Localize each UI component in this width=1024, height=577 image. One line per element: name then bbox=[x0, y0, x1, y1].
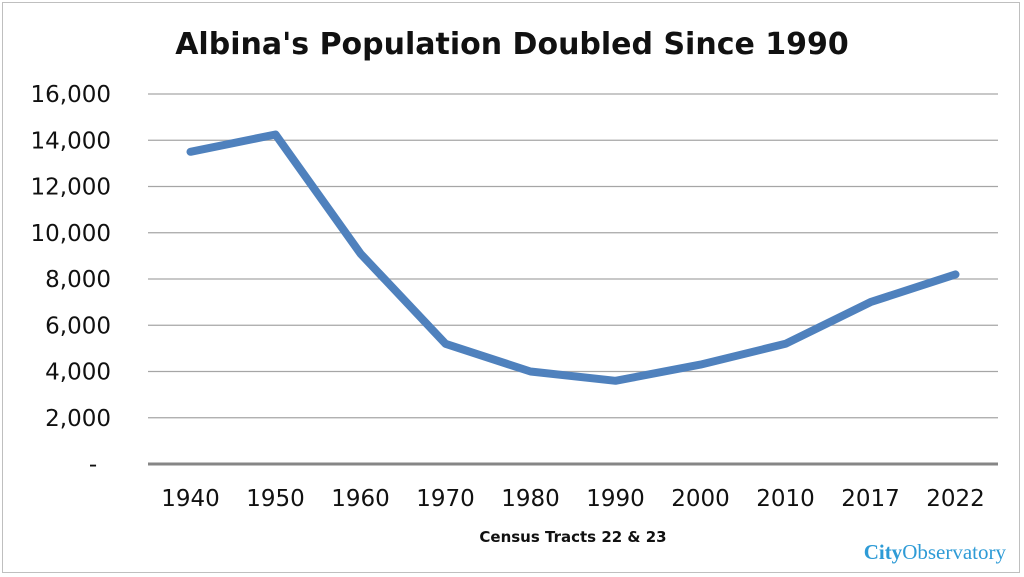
x-tick-label: 1990 bbox=[586, 486, 645, 512]
x-tick-label: 1980 bbox=[501, 486, 560, 512]
y-tick-label: 8,000 bbox=[45, 267, 111, 293]
y-tick-label: 6,000 bbox=[45, 313, 111, 339]
x-tick-label: 2017 bbox=[841, 486, 900, 512]
y-tick-label: 12,000 bbox=[31, 175, 111, 201]
gridlines bbox=[148, 93, 998, 466]
brand-observatory: Observatory bbox=[902, 540, 1006, 564]
y-tick-label: - bbox=[89, 452, 97, 478]
x-tick-label: 2010 bbox=[756, 486, 815, 512]
brand-logo: CityObservatory bbox=[864, 540, 1007, 564]
x-tick-label: 1940 bbox=[161, 486, 220, 512]
x-tick-label: 1970 bbox=[416, 486, 475, 512]
brand-city: City bbox=[864, 540, 903, 564]
series-lines bbox=[186, 130, 960, 385]
x-tick-label: 1950 bbox=[246, 486, 305, 512]
x-axis-ticks: 1940 1950 1960 1970 1980 1990 2000 2010 2017 2022 bbox=[161, 486, 985, 512]
y-tick-label: 10,000 bbox=[31, 221, 111, 247]
x-tick-label: 1960 bbox=[331, 486, 390, 512]
y-tick-label: 4,000 bbox=[45, 360, 111, 386]
series-line-population bbox=[186, 130, 960, 385]
chart-title: Albina's Population Doubled Since 1990 bbox=[175, 27, 849, 62]
y-tick-label: 2,000 bbox=[45, 406, 111, 432]
x-tick-label: 2000 bbox=[671, 486, 730, 512]
y-tick-label: 16,000 bbox=[31, 82, 111, 108]
x-axis-label: Census Tracts 22 & 23 bbox=[479, 528, 666, 546]
x-tick-label: 2022 bbox=[926, 486, 985, 512]
y-tick-label: 14,000 bbox=[31, 128, 111, 154]
y-axis-ticks: - 2,000 4,000 6,000 8,000 10,000 12,000 14,000 1… bbox=[31, 82, 111, 478]
